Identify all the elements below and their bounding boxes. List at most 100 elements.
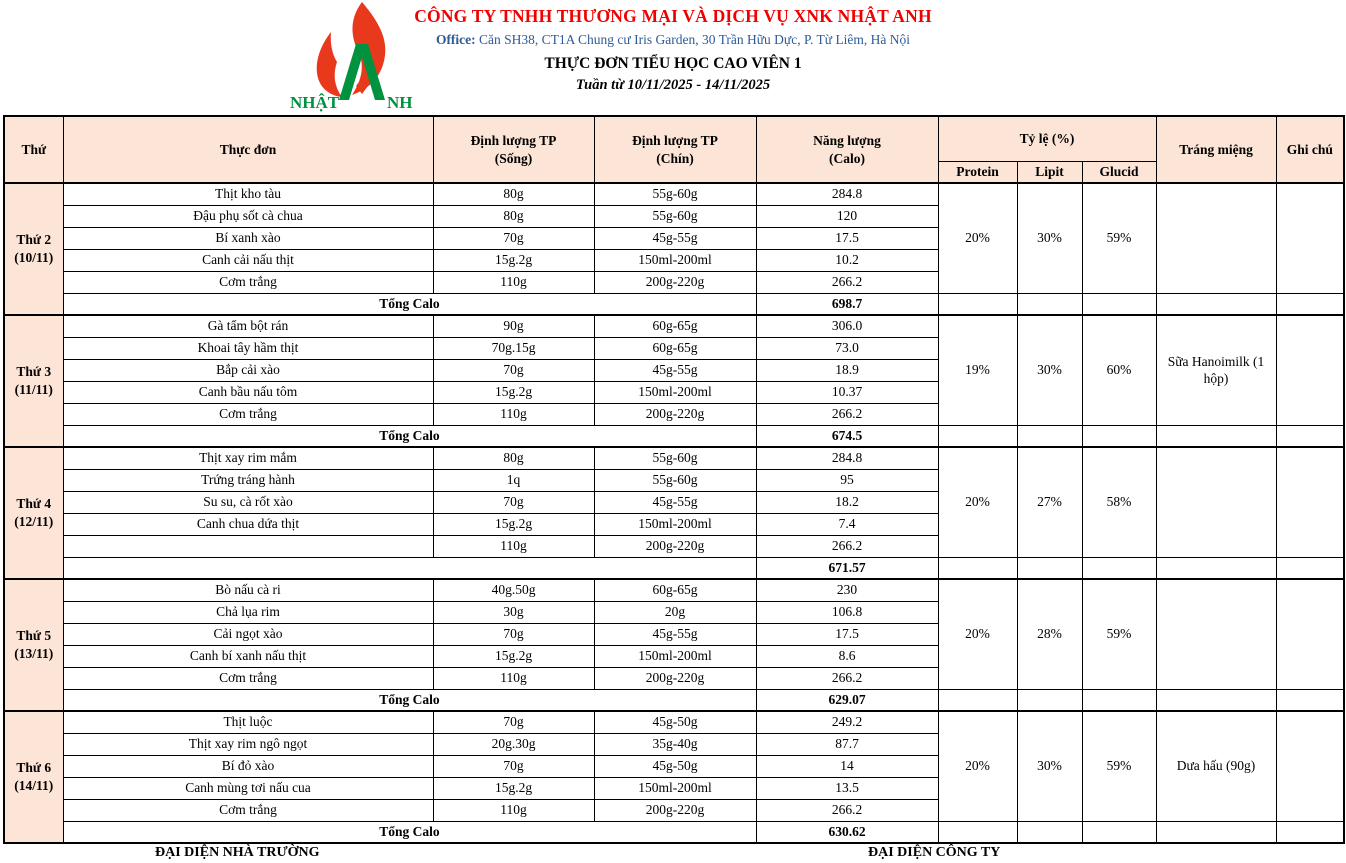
menu-table-head: Thứ Thực đơn Định lượng TP (Sống) Định l… — [3, 115, 1345, 184]
total-calo-value: 629.07 — [755, 688, 939, 712]
col-header-energy: Năng lượng (Calo) — [755, 115, 939, 184]
total-lipit-cell — [1016, 292, 1083, 316]
total-calo-label: Tổng Calo — [62, 292, 757, 316]
dish-row: Cơm trắng 110g 200g-220g 266.2 — [4, 666, 1344, 690]
dish-cooked-cell: 150ml-200ml — [593, 644, 757, 668]
glucid-cell: 59% — [1081, 182, 1157, 294]
total-lipit-cell — [1016, 688, 1083, 712]
dish-name-cell: Thịt luộc — [62, 710, 434, 734]
dish-row: Canh bí xanh nấu thịt 15g.2g 150ml-200ml 8.… — [4, 644, 1344, 668]
dish-raw-cell: 15g.2g — [432, 248, 595, 272]
menu-table-body: Thứ 2 (10/11) Thịt kho tàu 80g 55g-60g 284.8 2… — [3, 182, 1345, 844]
dish-raw-cell: 15g.2g — [432, 512, 595, 536]
dish-cooked-cell: 150ml-200ml — [593, 248, 757, 272]
dish-name-cell: Bò nấu cà ri — [62, 578, 434, 602]
dish-cooked-cell: 35g-40g — [593, 732, 757, 756]
dish-calo-cell: 266.2 — [755, 402, 939, 426]
total-calo-label: Tổng Calo — [62, 820, 757, 844]
day-cell: Thứ 3 (11/11) — [3, 314, 64, 448]
protein-cell: 20% — [937, 446, 1018, 558]
total-protein-cell — [937, 820, 1018, 844]
day-cell: Thứ 5 (13/11) — [3, 578, 64, 712]
dish-raw-cell: 110g — [432, 270, 595, 294]
col-header-menu: Thực đơn — [62, 115, 434, 184]
glucid-cell: 60% — [1081, 314, 1157, 426]
lipit-cell: 30% — [1016, 182, 1083, 294]
dish-name-cell: Cơm trắng — [62, 666, 434, 690]
total-calo-value: 698.7 — [755, 292, 939, 316]
dish-cooked-cell: 60g-65g — [593, 578, 757, 602]
dessert-cell — [1155, 446, 1277, 558]
dish-cooked-cell: 200g-220g — [593, 798, 757, 822]
total-dessert-cell — [1155, 688, 1277, 712]
dish-row: Thịt xay rim ngô ngọt 20g.30g 35g-40g 87.7 — [4, 732, 1344, 756]
lipit-cell: 27% — [1016, 446, 1083, 558]
lipit-cell: 30% — [1016, 710, 1083, 822]
dish-raw-cell: 70g — [432, 358, 595, 382]
menu-table: Thứ Thực đơn Định lượng TP (Sống) Định l… — [3, 115, 1346, 844]
dish-calo-cell: 7.4 — [755, 512, 939, 536]
header-row-sub: Protein Lipit Glucid — [4, 160, 1344, 184]
dish-calo-cell: 306.0 — [755, 314, 939, 338]
dish-raw-cell: 70g — [432, 622, 595, 646]
dish-cooked-cell: 45g-55g — [593, 490, 757, 514]
note-cell — [1275, 578, 1345, 690]
dish-raw-cell: 80g — [432, 446, 595, 470]
total-protein-cell — [937, 292, 1018, 316]
day-name: Thứ 5 — [16, 628, 52, 644]
col-header-cooked-line2: (Chín) — [656, 150, 694, 166]
dish-calo-cell: 266.2 — [755, 270, 939, 294]
dish-cooked-cell: 150ml-200ml — [593, 776, 757, 800]
dish-row: Thứ 4 (12/11) Thịt xay rim mắm 80g 55g-60g 28… — [3, 446, 1345, 580]
day-cell: Thứ 6 (14/11) — [3, 710, 64, 844]
total-glucid-cell — [1081, 556, 1157, 580]
day-cell: Thứ 4 (12/11) — [3, 446, 64, 580]
total-dessert-cell — [1155, 820, 1277, 844]
protein-cell: 19% — [937, 314, 1018, 426]
col-header-energy-line1: Năng lượng — [813, 132, 881, 148]
week-range: Tuần từ 10/11/2025 - 14/11/2025 — [575, 77, 771, 93]
dish-raw-cell: 15g.2g — [432, 380, 595, 404]
dish-cooked-cell: 150ml-200ml — [593, 380, 757, 404]
dish-raw-cell: 80g — [432, 204, 595, 228]
company-name: CÔNG TY TNHH THƯƠNG MẠI VÀ DỊCH VỤ XNK N… — [414, 6, 932, 26]
dish-cooked-cell: 55g-60g — [593, 204, 757, 228]
dish-row: Cơm trắng 110g 200g-220g 266.2 — [4, 402, 1344, 426]
note-cell — [1275, 314, 1345, 426]
dish-cooked-cell: 60g-65g — [593, 336, 757, 360]
col-header-ratio: Tỷ lệ (%) — [937, 115, 1157, 162]
dish-cooked-cell: 45g-50g — [593, 710, 757, 734]
total-glucid-cell — [1081, 292, 1157, 316]
dish-name-cell: Canh cải nấu thịt — [62, 248, 434, 272]
total-calo-value: 630.62 — [755, 820, 939, 844]
total-calo-label: Tổng Calo — [62, 688, 757, 712]
document-header: NHẬT NH CÔNG TY TNHH THƯƠNG MẠI VÀ DỊCH … — [0, 0, 1346, 112]
total-row: Tổng Calo 630.62 — [4, 820, 1345, 844]
menu-title: THỰC ĐƠN TIỂU HỌC CAO VIÊN 1 — [544, 55, 802, 72]
dish-calo-cell: 17.5 — [755, 226, 939, 250]
dish-cooked-cell: 200g-220g — [593, 402, 757, 426]
flame-logo-icon: NHẬT NH — [290, 2, 413, 112]
dish-calo-cell: 284.8 — [755, 182, 939, 206]
dish-cooked-cell: 55g-60g — [593, 182, 757, 206]
dish-name-cell: Bí xanh xào — [62, 226, 434, 250]
dish-cooked-cell: 45g-55g — [593, 622, 757, 646]
dish-name-cell: Su su, cà rốt xào — [62, 490, 434, 514]
total-dessert-cell — [1155, 556, 1277, 580]
dish-name-cell — [62, 534, 434, 558]
dish-raw-cell: 30g — [432, 600, 595, 624]
dish-row: Cơm trắng 110g 200g-220g 266.2 — [4, 270, 1344, 294]
dish-row: Thứ 6 (14/11) Thịt luộc 70g 45g-50g 249.2 20% 3… — [3, 710, 1345, 844]
dish-raw-cell: 110g — [432, 666, 595, 690]
header-row-main: Thứ Thực đơn Định lượng TP (Sống) Định l… — [3, 115, 1345, 184]
glucid-cell: 59% — [1081, 710, 1157, 822]
dish-calo-cell: 95 — [755, 468, 939, 492]
total-glucid-cell — [1081, 424, 1157, 448]
dish-calo-cell: 284.8 — [755, 446, 939, 470]
dish-raw-cell: 70g — [432, 710, 595, 734]
dish-cooked-cell: 20g — [593, 600, 757, 624]
dish-raw-cell: 20g.30g — [432, 732, 595, 756]
total-note-cell — [1275, 556, 1345, 580]
dish-calo-cell: 10.2 — [755, 248, 939, 272]
dish-cooked-cell: 55g-60g — [593, 468, 757, 492]
